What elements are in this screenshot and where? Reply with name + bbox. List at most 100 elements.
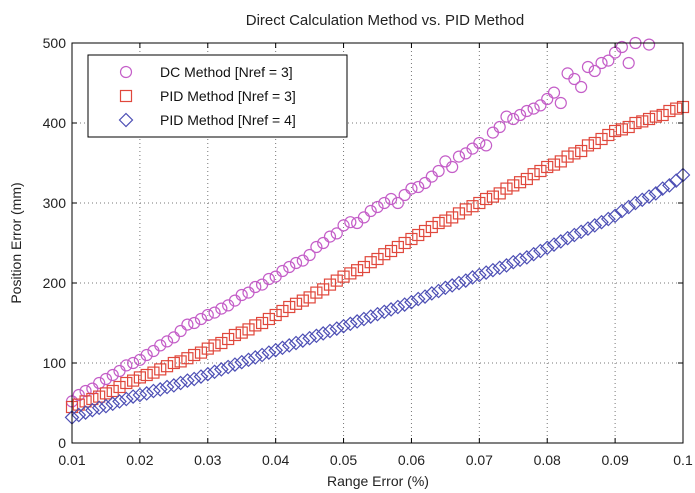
circle-point [93, 376, 106, 390]
circle-point [235, 288, 248, 302]
diamond-point [634, 192, 650, 208]
diamond-point [329, 321, 345, 336]
square-point [255, 316, 269, 330]
square-point [228, 328, 242, 342]
diamond-point [424, 286, 440, 301]
square-point [581, 139, 595, 152]
diamond-point [573, 224, 589, 240]
diamond-point [465, 270, 480, 285]
legend-circle-icon [119, 65, 133, 79]
square-point [194, 346, 208, 359]
diamond-point [533, 243, 548, 259]
circle-point [303, 248, 316, 262]
x-tick-label: 0.06 [398, 452, 425, 468]
square-point [154, 363, 167, 376]
circle-point [208, 306, 221, 319]
diamond-point [451, 275, 467, 291]
circle-point [201, 308, 214, 322]
square-point [609, 124, 622, 138]
square-point [439, 214, 452, 227]
diamond-point [193, 369, 209, 384]
diamond-point [431, 283, 446, 299]
diamond-point [458, 273, 474, 288]
diamond-point [254, 347, 270, 363]
x-tick-label: 0.02 [126, 452, 153, 468]
chart-title: Direct Calculation Method vs. PID Method [246, 12, 524, 29]
diamond-point [71, 407, 87, 423]
axis-ticks: 0.01 0.02 0.03 0.04 0.05 0.06 0.07 0.08 0.09 0.1 0… [43, 35, 693, 468]
square-point [337, 270, 350, 283]
diamond-point [173, 375, 188, 391]
x-tick-label: 0.07 [466, 452, 493, 468]
circle-point [72, 388, 85, 402]
diamond-point [505, 254, 521, 270]
square-point [649, 110, 662, 123]
square-point [656, 108, 669, 122]
diamond-point [641, 189, 657, 204]
circle-point [160, 335, 174, 348]
square-point [208, 339, 221, 352]
circle-point [418, 176, 432, 190]
x-tick-label: 0.09 [601, 452, 628, 468]
square-point [317, 283, 330, 296]
circle-point [194, 312, 208, 326]
circle-point [364, 204, 377, 218]
square-point [160, 360, 174, 373]
circle-point [384, 192, 398, 206]
circle-point [174, 324, 187, 338]
data-points [64, 36, 691, 425]
square-point [351, 264, 364, 277]
diamond-point [214, 362, 229, 377]
square-point [310, 286, 323, 299]
square-point [364, 256, 377, 269]
square-point [622, 120, 635, 134]
diamond-point [376, 304, 392, 320]
circle-point [405, 182, 418, 195]
diamond-point [499, 258, 514, 273]
diamond-point [553, 234, 569, 249]
circle-point [154, 339, 167, 352]
circle-point [480, 139, 493, 152]
diamond-point [478, 265, 494, 280]
circle-point [167, 331, 180, 344]
x-tick-label: 0.04 [262, 452, 289, 468]
square-point [507, 179, 520, 192]
circle-point [452, 150, 466, 163]
diamond-point [600, 211, 616, 227]
square-point [670, 102, 683, 115]
square-point [99, 387, 113, 400]
square-point [391, 240, 404, 254]
square-point [276, 304, 289, 318]
square-point [561, 150, 574, 163]
diamond-point [302, 330, 317, 346]
square-point [242, 323, 255, 336]
diamond-point [105, 396, 121, 412]
circle-point [371, 200, 384, 214]
square-point [140, 368, 153, 382]
square-point [568, 147, 581, 160]
circle-point [493, 120, 506, 134]
diamond-point [112, 394, 127, 409]
diamond-point [91, 400, 107, 416]
diamond-point [166, 378, 182, 393]
square-point [405, 232, 418, 246]
diamond-point [621, 199, 637, 215]
diamond-point [342, 316, 358, 332]
diamond-point [438, 280, 453, 296]
circle-point [534, 99, 547, 112]
circle-point [588, 64, 601, 78]
y-tick-label: 400 [43, 115, 67, 131]
diamond-point [404, 294, 419, 310]
diamond-point [471, 267, 487, 283]
diamond-point [370, 306, 385, 322]
square-point [615, 123, 629, 136]
circle-point [269, 270, 282, 283]
square-point [222, 332, 235, 346]
square-point [249, 319, 262, 332]
square-point [126, 374, 140, 387]
circle-point [561, 67, 574, 80]
circle-point [249, 280, 262, 294]
circle-point [507, 112, 520, 126]
square-point [432, 216, 445, 230]
circle-point [86, 382, 99, 395]
